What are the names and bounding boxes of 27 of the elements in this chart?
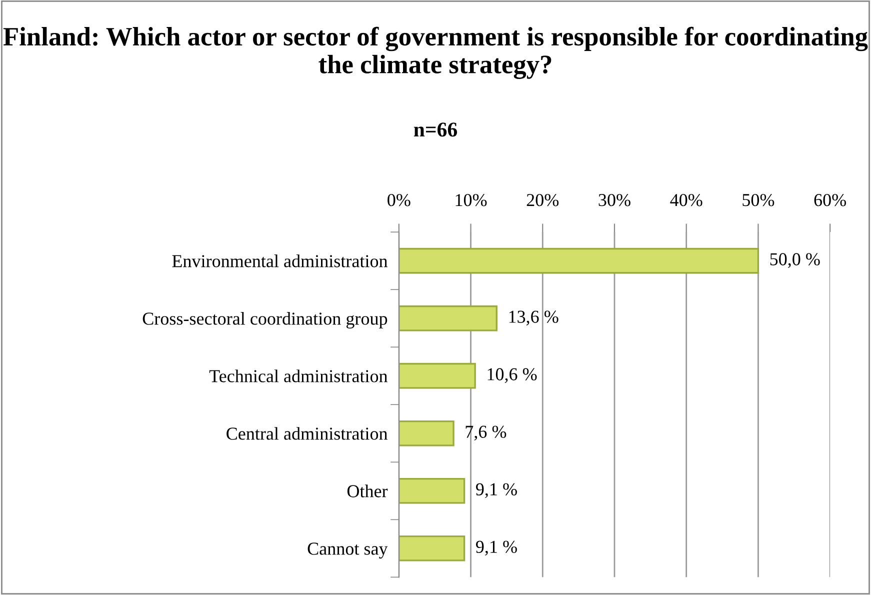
bar [398, 478, 466, 504]
data-label: 10,6 % [488, 368, 537, 383]
chart-subtitle: n=66 [414, 122, 458, 137]
data-label: 13,6 % [509, 310, 558, 326]
data-label: 9,1 % [476, 540, 517, 556]
bar [398, 305, 498, 332]
y-tick-label: Cannot say [308, 542, 388, 559]
bar [398, 420, 454, 446]
y-tick-label: Technical administration [209, 370, 388, 382]
x-tick-label: 60% [814, 194, 846, 206]
x-tick-label: 50% [742, 194, 774, 206]
data-label: 9,1 % [476, 483, 517, 498]
y-tick-label: Cross-sectoral coordination group [142, 312, 388, 328]
x-tick-label: 20% [526, 194, 559, 206]
x-tick-label: 30% [598, 194, 630, 206]
data-label: 50,0 % [770, 253, 820, 268]
bar [398, 535, 466, 562]
x-tick-label: 40% [670, 194, 702, 206]
y-tick-label: Other [347, 484, 388, 498]
bar [398, 362, 476, 389]
data-label: 7,6 % [466, 426, 506, 440]
y-tick-label: Environmental administration [172, 254, 388, 268]
chart-title: Finland: Which actor or sector of government is responsible for coordinating the climate strategy? [3, 26, 868, 79]
bar [398, 248, 760, 274]
x-tick-label: 0% [388, 194, 410, 206]
y-tick-label: Central administration [226, 427, 388, 440]
x-tick-label: 10% [456, 194, 487, 206]
